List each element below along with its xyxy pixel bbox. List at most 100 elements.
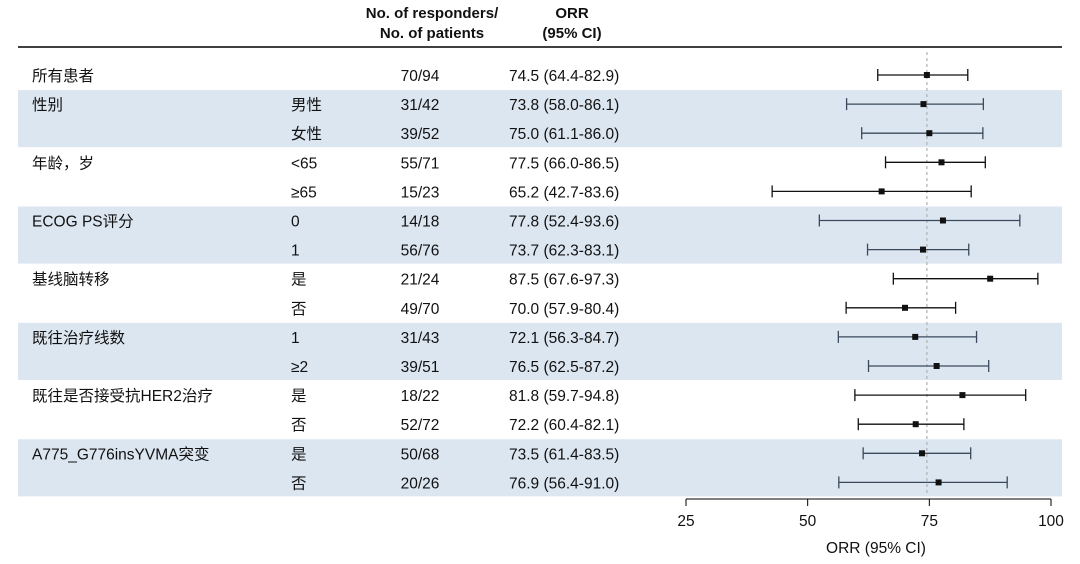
- row-responders-count: 15/23: [401, 184, 440, 201]
- row-subgroup-label: 否: [291, 301, 307, 318]
- table-row: ≥65 15/23 65.2 (42.7-83.6): [291, 184, 619, 201]
- point-estimate-marker: [938, 159, 945, 166]
- row-shade-band: [18, 439, 1062, 497]
- point-estimate-marker: [920, 246, 927, 253]
- point-estimate-marker: [959, 392, 966, 399]
- header-responders-line1: No. of responders/: [366, 5, 499, 22]
- row-orr-ci-text: 65.2 (42.7-83.6): [509, 184, 619, 201]
- row-responders-count: 49/70: [401, 301, 440, 318]
- row-subgroup-label: 是: [291, 272, 307, 289]
- row-subgroup-label: 否: [291, 417, 307, 434]
- row-group-label: 既往治疗线数: [32, 329, 126, 347]
- row-subgroup-label: ≥2: [291, 359, 308, 376]
- point-estimate-marker: [935, 479, 942, 486]
- point-estimate-marker: [902, 304, 908, 311]
- table-row: 性别 男性 31/42 73.8 (58.0-86.1): [32, 96, 619, 114]
- table-row: A775_G776insYVMA突变 是 50/68 73.5 (61.4-83.5): [32, 445, 619, 463]
- row-subgroup-label: 是: [291, 388, 307, 405]
- row-orr-ci-text: 73.7 (62.3-83.1): [509, 243, 619, 260]
- row-orr-ci-text: 76.5 (62.5-87.2): [509, 359, 619, 376]
- header-orr-line1: ORR: [555, 5, 589, 22]
- row-orr-ci-text: 75.0 (61.1-86.0): [509, 126, 619, 143]
- header-responders-line2: No. of patients: [380, 25, 484, 42]
- row-group-label: 性别: [32, 96, 63, 114]
- table-row: ≥2 39/51 76.5 (62.5-87.2): [291, 359, 619, 376]
- row-orr-ci-text: 72.1 (56.3-84.7): [509, 330, 619, 347]
- table-row: 否 52/72 72.2 (60.4-82.1): [291, 417, 619, 434]
- row-orr-ci-text: 76.9 (56.4-91.0): [509, 475, 619, 492]
- table-row: 所有患者 70/94 74.5 (64.4-82.9): [32, 67, 619, 85]
- point-estimate-marker: [939, 217, 946, 224]
- row-subgroup-label: 1: [291, 330, 300, 347]
- row-shade-band: [18, 90, 1062, 148]
- row-subgroup-label: <65: [291, 155, 317, 172]
- table-row: ECOG PS评分 0 14/18 77.8 (52.4-93.6): [32, 213, 619, 231]
- row-orr-ci-text: 73.8 (58.0-86.1): [509, 97, 619, 114]
- row-group-label: ECOG PS评分: [32, 213, 134, 231]
- point-estimate-marker: [923, 72, 930, 78]
- point-estimate-marker: [912, 421, 919, 428]
- table-row: 既往是否接受抗HER2治疗 是 18/22 81.8 (59.7-94.8): [32, 387, 619, 405]
- row-group-label: 基线脑转移: [32, 271, 110, 289]
- table-row: 既往治疗线数 1 31/43 72.1 (56.3-84.7): [32, 329, 619, 347]
- row-responders-count: 31/42: [401, 97, 440, 114]
- row-responders-count: 56/76: [401, 243, 440, 260]
- row-subgroup-label: 女性: [291, 124, 322, 143]
- point-estimate-marker: [987, 275, 994, 282]
- table-row: 基线脑转移 是 21/24 87.5 (67.6-97.3): [32, 271, 619, 289]
- row-subgroup-label: 否: [291, 475, 307, 492]
- x-axis-ticks: 25 50 75 100: [677, 499, 1064, 530]
- table-header: No. of responders/ No. of patients ORR (…: [366, 5, 602, 42]
- row-responders-count: 55/71: [401, 155, 440, 172]
- row-responders-count: 52/72: [401, 417, 440, 434]
- row-orr-ci-text: 74.5 (64.4-82.9): [509, 68, 619, 85]
- row-subgroup-label: 男性: [291, 96, 322, 114]
- confidence-intervals: [771, 69, 1039, 489]
- row-subgroup-label: ≥65: [291, 184, 317, 201]
- row-responders-count: 21/24: [401, 272, 440, 289]
- row-orr-ci-text: 77.8 (52.4-93.6): [509, 214, 619, 231]
- x-tick-label: 100: [1038, 513, 1064, 530]
- point-estimate-marker: [933, 363, 940, 369]
- row-orr-ci-text: 81.8 (59.7-94.8): [509, 388, 619, 405]
- row-subgroup-label: 是: [291, 446, 307, 463]
- row-responders-count: 18/22: [401, 388, 440, 405]
- row-orr-ci-text: 70.0 (57.9-80.4): [509, 301, 619, 318]
- row-group-label: 所有患者: [32, 67, 94, 85]
- row-responders-count: 70/94: [401, 68, 440, 85]
- table-row: 否 20/26 76.9 (56.4-91.0): [291, 475, 619, 492]
- x-axis: 25 50 75 100 ORR (95% CI): [677, 498, 1064, 557]
- row-responders-count: 14/18: [401, 214, 440, 231]
- row-responders-count: 20/26: [401, 475, 440, 492]
- row-responders-count: 39/52: [401, 126, 440, 143]
- x-tick-label: 75: [921, 513, 938, 530]
- row-subgroup-label: 1: [291, 243, 300, 260]
- row-orr-ci-text: 73.5 (61.4-83.5): [509, 446, 619, 463]
- row-orr-ci-text: 77.5 (66.0-86.5): [509, 155, 619, 172]
- x-tick-label: 25: [677, 513, 694, 530]
- table-row: 1 56/76 73.7 (62.3-83.1): [291, 243, 619, 260]
- x-axis-label: ORR (95% CI): [826, 540, 926, 557]
- row-group-label: 年龄，岁: [32, 154, 94, 172]
- row-group-label: A775_G776insYVMA突变: [32, 445, 209, 463]
- table-rows: 所有患者 70/94 74.5 (64.4-82.9) 性别 男性 31/42 73.8 (…: [32, 67, 619, 492]
- table-row: 年龄，岁 <65 55/71 77.5 (66.0-86.5): [32, 154, 619, 172]
- row-responders-count: 31/43: [401, 330, 440, 347]
- point-estimate-marker: [926, 130, 933, 137]
- row-shading-layer: [18, 90, 1062, 497]
- point-estimate-marker: [878, 188, 885, 195]
- row-orr-ci-text: 87.5 (67.6-97.3): [509, 272, 619, 289]
- x-tick-label: 50: [799, 513, 817, 530]
- point-estimate-marker: [919, 450, 926, 457]
- table-row: 否 49/70 70.0 (57.9-80.4): [291, 301, 619, 318]
- row-group-label: 既往是否接受抗HER2治疗: [32, 387, 213, 405]
- row-shade-band: [18, 322, 1062, 380]
- row-responders-count: 39/51: [401, 359, 440, 376]
- row-shade-band: [18, 206, 1062, 264]
- point-estimate-marker: [920, 101, 927, 108]
- header-orr-line2: (95% CI): [542, 25, 601, 42]
- point-estimate-marker: [912, 333, 919, 340]
- table-row: 女性 39/52 75.0 (61.1-86.0): [291, 124, 619, 143]
- row-subgroup-label: 0: [291, 214, 300, 231]
